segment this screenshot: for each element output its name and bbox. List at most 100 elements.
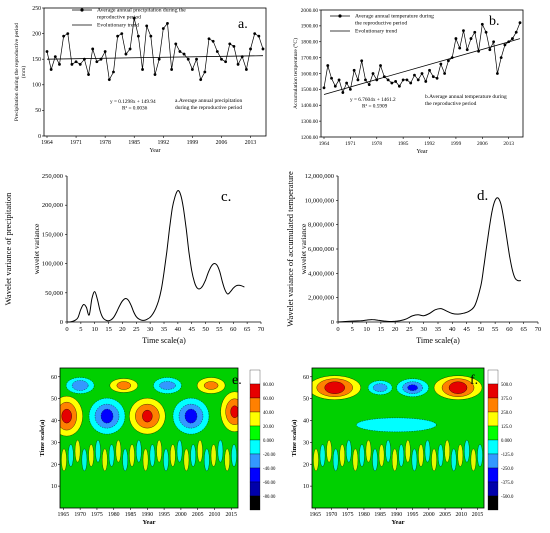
panel-label: a. — [238, 17, 248, 32]
small-scale-cell — [450, 448, 457, 472]
data-point — [249, 47, 252, 51]
small-scale-cell — [156, 439, 162, 463]
x-axis-label: Year — [416, 149, 427, 155]
y-tick-label: 40 — [303, 419, 309, 425]
small-scale-cell — [437, 444, 444, 467]
data-point — [394, 80, 398, 83]
colorbar-swatch — [249, 369, 261, 385]
colorbar-label: 0.000 — [263, 439, 274, 444]
colorbar-label: -60.00 — [263, 481, 276, 486]
small-scale-cell — [457, 444, 464, 467]
data-point — [413, 73, 416, 77]
data-point — [431, 75, 435, 79]
data-point — [379, 64, 382, 67]
colorbar-swatch — [249, 383, 261, 399]
small-scale-cell — [411, 448, 418, 472]
x-tick-label: 0 — [65, 326, 68, 333]
data-point — [484, 30, 488, 34]
y-tick-label: 1600.00 — [301, 71, 319, 77]
data-point — [103, 50, 107, 53]
small-scale-cell — [352, 448, 359, 472]
negative-center — [159, 381, 176, 390]
positive-center — [142, 409, 153, 423]
y-tick-label: 50,000 — [45, 290, 63, 297]
small-scale-cell — [231, 444, 237, 467]
x-tick-label: 20 — [119, 326, 126, 333]
y-axis-label: Accumulation temperature (°C) — [292, 38, 299, 109]
colorbar-label: 250.0 — [501, 411, 512, 416]
small-scale-cell — [81, 448, 88, 472]
small-scale-cell — [359, 444, 365, 467]
panel-annotation: the reproductive period — [425, 101, 477, 107]
y-tick-label: 50 — [51, 397, 57, 403]
small-scale-cell — [183, 448, 190, 472]
x-axis-label: Year — [143, 519, 156, 526]
positive-center — [230, 405, 238, 418]
legend-marker — [80, 8, 84, 12]
small-scale-cell — [385, 439, 391, 463]
y-tick-label: 100,000 — [42, 261, 63, 268]
small-scale-cell — [142, 448, 149, 472]
data-point — [116, 34, 120, 38]
data-point — [161, 27, 165, 30]
data-point — [261, 47, 265, 51]
x-tick-label: 55 — [216, 326, 223, 333]
data-point — [420, 72, 424, 75]
panel-label: b. — [489, 14, 500, 29]
y-axis-label: Time scale(a) — [39, 420, 46, 457]
x-tick-label: 5 — [79, 326, 82, 333]
legend-trend-label: Evolutionary trend — [355, 29, 397, 35]
small-scale-cell — [391, 448, 398, 472]
panel-label: e. — [232, 373, 242, 388]
y-axis-label: Precipitation during the reproductive pe… — [14, 23, 20, 121]
trend-equation: y = 6.7604x + 1461.2 — [350, 97, 396, 103]
small-scale-cell — [149, 444, 156, 467]
small-scale-cell — [398, 444, 405, 467]
x-tick-label: 60 — [506, 326, 513, 333]
data-point — [409, 81, 413, 85]
data-point — [345, 81, 349, 85]
x-tick-label: 1978 — [371, 141, 382, 147]
trend-equation: y = 0.1298x + 149.94 — [110, 99, 156, 105]
x-tick-label: 70 — [258, 326, 265, 333]
x-tick-label: 1970 — [74, 512, 86, 518]
data-point — [356, 78, 360, 82]
y-tick-label: 1300.00 — [301, 119, 319, 125]
small-scale-cell — [346, 439, 352, 463]
trend-line — [46, 55, 264, 60]
small-scale-cell — [405, 439, 411, 463]
colorbar-swatch — [487, 397, 499, 413]
negative-center — [100, 408, 114, 424]
variance-curve — [337, 197, 521, 323]
data-point — [132, 16, 136, 20]
panel-label: f. — [470, 373, 478, 388]
colorbar-swatch — [249, 495, 261, 511]
colorbar-swatch — [249, 467, 261, 483]
x-tick-label: 1990 — [142, 512, 154, 518]
colorbar-label: -500.0 — [501, 495, 514, 500]
x-tick-label: 1992 — [424, 141, 435, 147]
small-scale-cell — [190, 444, 196, 467]
small-scale-cell — [122, 448, 128, 472]
colorbar-swatch — [487, 439, 499, 455]
colorbar-label: -20.00 — [263, 453, 276, 458]
small-scale-cell — [68, 444, 74, 467]
y-tick-label: 40 — [51, 419, 57, 425]
data-point — [488, 48, 492, 52]
colorbar-swatch — [487, 481, 499, 497]
x-tick-label: 2015 — [472, 512, 484, 518]
x-tick-label: 2010 — [209, 512, 221, 518]
x-tick-label: 1975 — [342, 512, 354, 518]
data-point — [62, 34, 66, 38]
y-tick-label: 100 — [32, 83, 41, 89]
y-tick-label: 1500.00 — [301, 87, 319, 93]
colorbar-label: 500.0 — [501, 383, 512, 388]
positive-center — [116, 381, 131, 390]
colorbar-swatch — [487, 383, 499, 399]
r-squared: R² = 0.5909 — [362, 104, 388, 110]
data-point — [215, 50, 219, 53]
x-axis-label: Year — [149, 148, 160, 154]
x-tick-label: 2006 — [216, 140, 228, 146]
data-point — [386, 78, 390, 82]
small-scale-cell — [129, 444, 135, 467]
